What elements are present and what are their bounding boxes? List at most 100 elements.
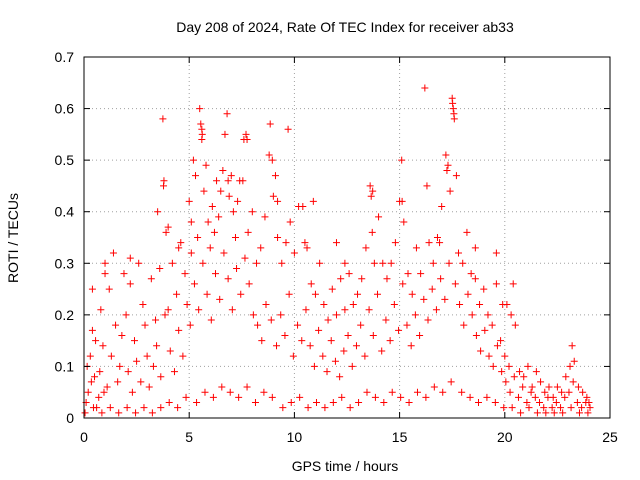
data-point: [460, 321, 468, 329]
data-point: [92, 337, 100, 345]
data-point: [319, 352, 327, 360]
data-point: [527, 388, 535, 396]
data-point: [260, 388, 268, 396]
data-point: [282, 239, 290, 247]
axis-ticks: [83, 56, 611, 419]
data-point: [174, 404, 182, 412]
data-point: [550, 409, 558, 417]
data-point: [361, 352, 369, 360]
data-point: [471, 275, 479, 283]
data-point: [542, 409, 550, 417]
data-point: [225, 192, 233, 200]
data-point: [239, 177, 247, 185]
data-point: [425, 239, 433, 247]
data-point: [574, 383, 582, 391]
data-point: [391, 239, 399, 247]
data-point: [202, 161, 210, 169]
data-point: [267, 316, 275, 324]
data-point: [327, 337, 335, 345]
data-point: [274, 234, 282, 241]
data-point: [106, 404, 114, 412]
data-point: [363, 388, 371, 396]
data-point: [164, 223, 172, 231]
data-point: [302, 306, 310, 314]
data-point: [179, 352, 187, 360]
x-tick-label: 20: [497, 429, 513, 445]
data-point: [498, 368, 506, 376]
data-point: [170, 368, 178, 376]
data-point: [248, 208, 256, 216]
data-point: [290, 249, 298, 257]
data-point: [89, 404, 97, 412]
data-point: [423, 182, 431, 190]
data-point: [87, 378, 95, 386]
data-point: [349, 301, 357, 309]
data-point: [492, 249, 500, 257]
data-point: [298, 337, 306, 345]
data-point: [114, 378, 122, 386]
data-point: [455, 249, 463, 257]
data-point: [99, 342, 107, 350]
data-point: [358, 275, 366, 283]
data-point: [328, 285, 336, 293]
data-point: [569, 378, 577, 386]
data-point: [558, 388, 566, 396]
data-point: [500, 404, 508, 412]
data-point: [441, 295, 449, 303]
data-point: [96, 368, 104, 376]
data-point: [206, 244, 214, 252]
data-point: [274, 197, 282, 205]
data-point: [212, 270, 219, 278]
data-point: [332, 311, 340, 319]
data-point: [301, 239, 309, 247]
data-point: [338, 393, 346, 401]
data-point: [213, 177, 221, 185]
data-point: [578, 404, 586, 412]
data-point: [124, 368, 132, 376]
data-point: [219, 166, 227, 174]
data-point: [552, 399, 560, 407]
data-point: [471, 244, 479, 252]
data-point: [344, 331, 352, 339]
data-point: [548, 404, 556, 412]
data-point: [284, 125, 292, 133]
data-point: [497, 337, 505, 345]
data-point: [573, 399, 581, 407]
data-point: [186, 321, 194, 329]
data-point: [489, 362, 497, 370]
data-point: [88, 285, 96, 293]
data-point: [189, 156, 197, 164]
data-point: [234, 197, 242, 205]
data-point: [140, 404, 148, 412]
data-point: [514, 393, 522, 401]
data-point: [221, 130, 229, 138]
data-point: [228, 306, 236, 314]
data-point: [261, 213, 269, 221]
data-point: [386, 337, 394, 345]
data-point: [450, 110, 458, 118]
data-point: [476, 301, 484, 309]
data-point: [368, 228, 376, 236]
data-point: [161, 311, 169, 319]
data-point: [177, 239, 185, 247]
data-point: [536, 399, 544, 407]
data-point: [472, 331, 480, 339]
data-point: [483, 393, 491, 401]
data-point: [421, 84, 429, 92]
data-point: [501, 352, 509, 360]
data-point: [231, 234, 239, 241]
data-point: [544, 393, 552, 401]
data-point: [452, 172, 460, 180]
y-tick-label: 0.4: [55, 204, 75, 220]
data-point: [312, 399, 320, 407]
data-point: [197, 120, 205, 128]
data-point: [157, 373, 165, 381]
data-point: [383, 275, 391, 283]
data-point: [254, 321, 262, 329]
data-point: [185, 197, 193, 205]
data-point: [367, 192, 375, 200]
data-point: [181, 270, 189, 278]
data-point: [183, 301, 191, 309]
data-point: [562, 373, 570, 381]
data-point: [289, 352, 297, 360]
